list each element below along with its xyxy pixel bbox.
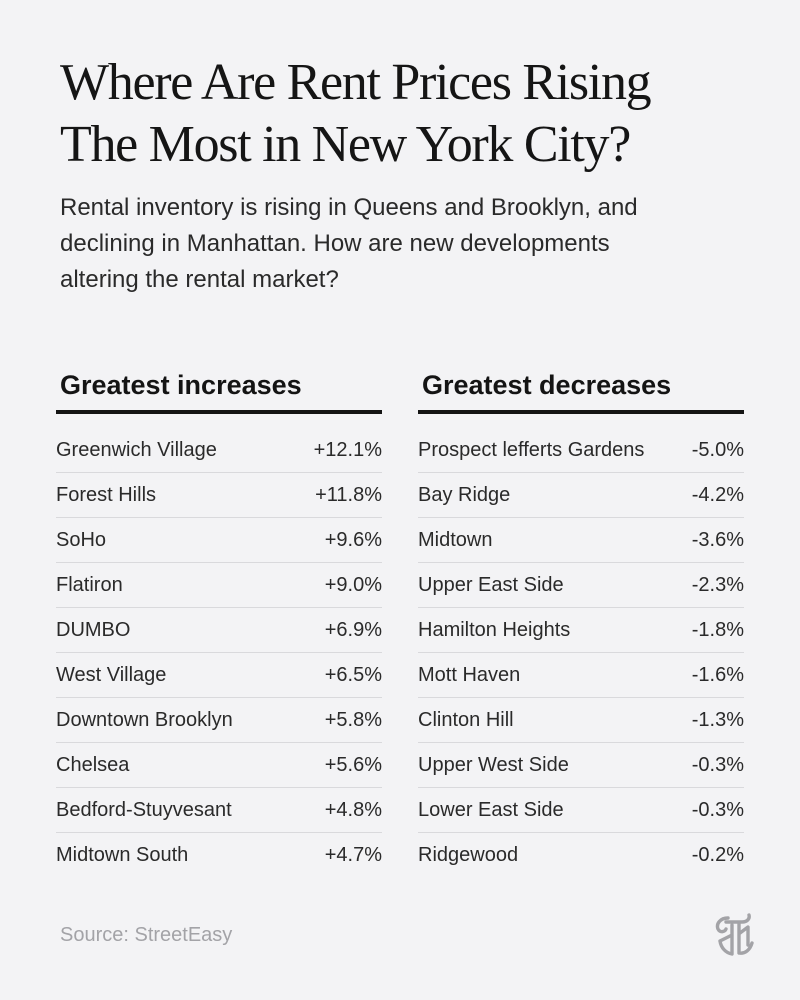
price-change-value: +6.5%: [324, 663, 382, 686]
neighborhood-name: Midtown: [418, 528, 493, 551]
table-row: Downtown Brooklyn +5.8%: [56, 698, 382, 743]
increases-heading: Greatest increases: [56, 366, 382, 414]
increases-rows: Greenwich Village +12.1% Forest Hills +11.8…: [56, 428, 382, 877]
table-row: Bay Ridge -4.2%: [418, 473, 744, 518]
price-change-value: +5.8%: [324, 708, 382, 731]
neighborhood-name: Mott Haven: [418, 663, 521, 686]
page-title: Where Are Rent Prices Rising The Most in…: [60, 52, 760, 176]
neighborhood-name: DUMBO: [56, 618, 131, 641]
source-note: Source: StreetEasy: [60, 924, 233, 946]
price-change-value: -0.2%: [691, 843, 744, 866]
price-change-value: -1.3%: [691, 708, 744, 731]
neighborhood-name: West Village: [56, 663, 167, 686]
subtitle-line: altering the rental market?: [60, 266, 339, 293]
table-row: Upper West Side -0.3%: [418, 743, 744, 788]
nyt-t-logo-icon: [712, 913, 756, 961]
table-row: Midtown -3.6%: [418, 518, 744, 563]
neighborhood-name: Greenwich Village: [56, 438, 217, 461]
price-change-value: +9.6%: [324, 528, 382, 551]
neighborhood-name: SoHo: [56, 528, 107, 551]
price-change-value: +4.7%: [324, 843, 382, 866]
table-row: Flatiron +9.0%: [56, 563, 382, 608]
price-change-value: -2.3%: [691, 573, 744, 596]
subtitle-line: Rental inventory is rising in Queens and…: [60, 194, 638, 221]
table-row: Lower East Side -0.3%: [418, 788, 744, 833]
price-change-value: -1.8%: [691, 618, 744, 641]
table-row: Mott Haven -1.6%: [418, 653, 744, 698]
neighborhood-name: Flatiron: [56, 573, 123, 596]
table-row: Upper East Side -2.3%: [418, 563, 744, 608]
decreases-table: Greatest decreases Prospect lefferts Gar…: [418, 366, 744, 877]
table-row: Chelsea +5.6%: [56, 743, 382, 788]
neighborhood-name: Bay Ridge: [418, 483, 511, 506]
table-row: Prospect lefferts Gardens -5.0%: [418, 428, 744, 473]
neighborhood-name: Upper West Side: [418, 753, 569, 776]
neighborhood-name: Midtown South: [56, 843, 189, 866]
table-row: DUMBO +6.9%: [56, 608, 382, 653]
neighborhood-name: Chelsea: [56, 753, 130, 776]
neighborhood-name: Lower East Side: [418, 798, 564, 821]
price-change-value: -0.3%: [691, 798, 744, 821]
neighborhood-name: Forest Hills: [56, 483, 157, 506]
table-row: West Village +6.5%: [56, 653, 382, 698]
price-change-value: -1.6%: [691, 663, 744, 686]
price-change-value: +9.0%: [324, 573, 382, 596]
price-change-value: +11.8%: [315, 483, 382, 506]
table-row: SoHo +9.6%: [56, 518, 382, 563]
table-row: Midtown South +4.7%: [56, 833, 382, 877]
table-row: Greenwich Village +12.1%: [56, 428, 382, 473]
price-change-value: +6.9%: [324, 618, 382, 641]
title-line: Where Are Rent Prices Rising: [60, 54, 652, 111]
subtitle: Rental inventory is rising in Queens and…: [60, 190, 760, 298]
title-line: The Most in New York City?: [60, 116, 631, 173]
neighborhood-name: Hamilton Heights: [418, 618, 571, 641]
neighborhood-name: Bedford-Stuyvesant: [56, 798, 232, 821]
price-change-value: +5.6%: [324, 753, 382, 776]
neighborhood-name: Downtown Brooklyn: [56, 708, 233, 731]
table-row: Clinton Hill -1.3%: [418, 698, 744, 743]
decreases-heading: Greatest decreases: [418, 366, 744, 414]
neighborhood-name: Clinton Hill: [418, 708, 514, 731]
price-change-value: +4.8%: [324, 798, 382, 821]
table-row: Hamilton Heights -1.8%: [418, 608, 744, 653]
price-change-value: +12.1%: [313, 438, 382, 461]
price-change-value: -3.6%: [691, 528, 744, 551]
neighborhood-name: Prospect lefferts Gardens: [418, 438, 645, 461]
decreases-rows: Prospect lefferts Gardens -5.0% Bay Ridge -…: [418, 428, 744, 877]
nyt-t-logo-svg: [715, 913, 754, 956]
price-change-value: -0.3%: [691, 753, 744, 776]
subtitle-line: declining in Manhattan. How are new deve…: [60, 230, 610, 257]
table-row: Ridgewood -0.2%: [418, 833, 744, 877]
table-row: Bedford-Stuyvesant +4.8%: [56, 788, 382, 833]
price-change-value: -5.0%: [691, 438, 744, 461]
price-change-value: -4.2%: [691, 483, 744, 506]
increases-table: Greatest increases Greenwich Village +12.…: [56, 366, 382, 877]
neighborhood-name: Ridgewood: [418, 843, 519, 866]
table-row: Forest Hills +11.8%: [56, 473, 382, 518]
neighborhood-name: Upper East Side: [418, 573, 564, 596]
